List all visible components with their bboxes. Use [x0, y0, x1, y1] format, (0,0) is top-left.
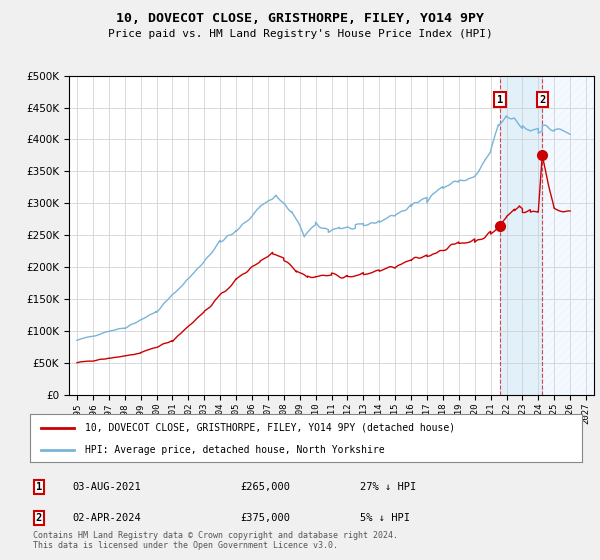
Bar: [500, 76, 542, 395]
Text: Contains HM Land Registry data © Crown copyright and database right 2024.
This d: Contains HM Land Registry data © Crown c…: [33, 530, 398, 550]
Text: Price paid vs. HM Land Registry's House Price Index (HPI): Price paid vs. HM Land Registry's House …: [107, 29, 493, 39]
Text: 1: 1: [36, 482, 42, 492]
Text: 1: 1: [497, 95, 503, 105]
Text: 2: 2: [36, 513, 42, 523]
Bar: [542, 76, 594, 395]
Text: £265,000: £265,000: [240, 482, 290, 492]
Text: HPI: Average price, detached house, North Yorkshire: HPI: Average price, detached house, Nort…: [85, 445, 385, 455]
Text: 5% ↓ HPI: 5% ↓ HPI: [360, 513, 410, 523]
Text: 10, DOVECOT CLOSE, GRISTHORPE, FILEY, YO14 9PY: 10, DOVECOT CLOSE, GRISTHORPE, FILEY, YO…: [116, 12, 484, 25]
Text: 03-AUG-2021: 03-AUG-2021: [72, 482, 141, 492]
Text: 27% ↓ HPI: 27% ↓ HPI: [360, 482, 416, 492]
Text: 2: 2: [539, 95, 545, 105]
Text: £375,000: £375,000: [240, 513, 290, 523]
Text: 10, DOVECOT CLOSE, GRISTHORPE, FILEY, YO14 9PY (detached house): 10, DOVECOT CLOSE, GRISTHORPE, FILEY, YO…: [85, 423, 455, 433]
Text: 02-APR-2024: 02-APR-2024: [72, 513, 141, 523]
